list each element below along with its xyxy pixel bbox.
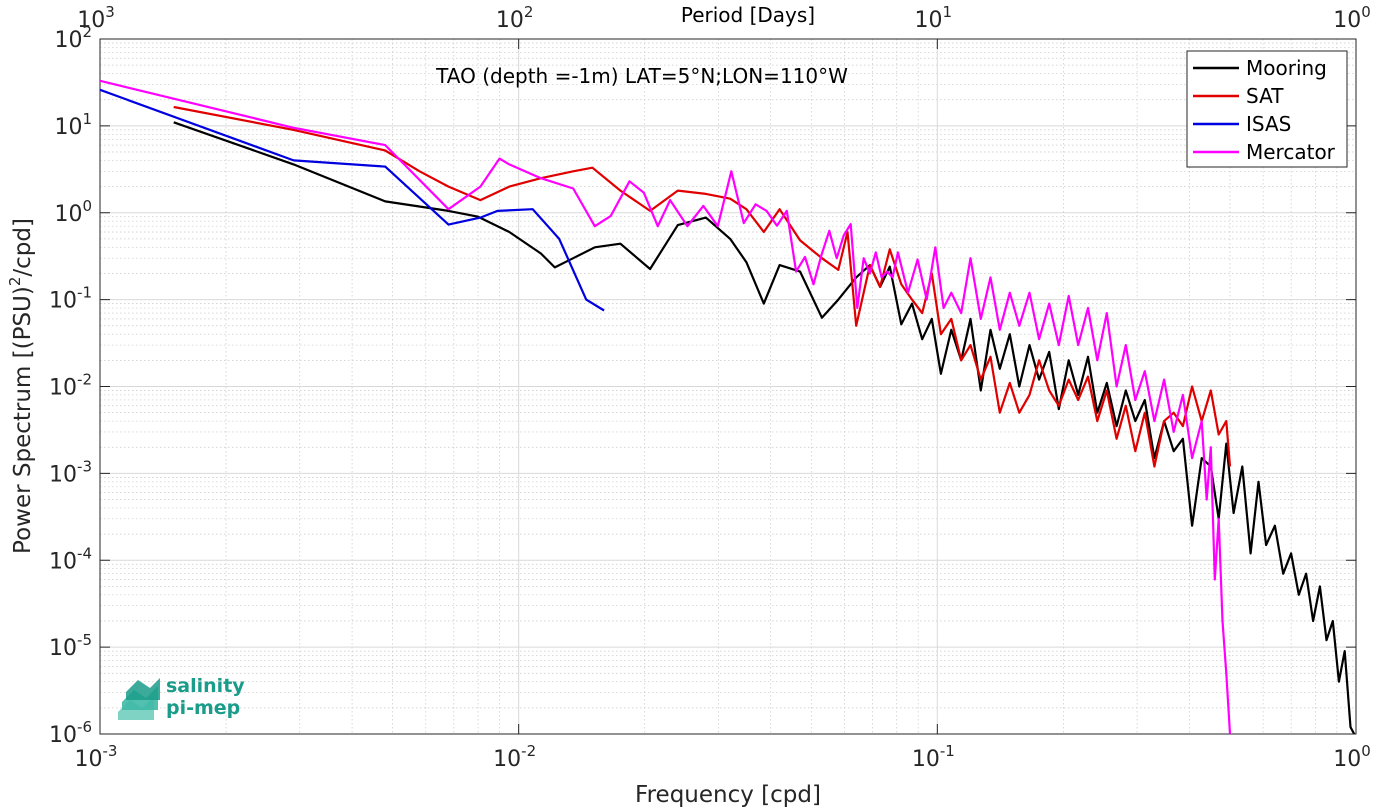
top-tick-label-base: 10 <box>915 8 943 33</box>
y-axis-label-tail: /cpd] <box>10 218 36 277</box>
y-tick-label: 10-6 <box>49 718 92 748</box>
x-tick-label: 10-1 <box>912 742 955 772</box>
x-tick-label-exponent: -3 <box>103 742 118 760</box>
y-tick-label: 10-2 <box>49 371 92 401</box>
y-tick-label-base: 10 <box>49 549 77 574</box>
y-tick-label-exponent: -6 <box>77 718 92 736</box>
y-tick-label: 102 <box>54 23 92 53</box>
top-tick-label-exponent: 0 <box>1361 3 1371 21</box>
series-line-sat <box>173 105 1232 468</box>
y-tick-label: 10-5 <box>49 631 92 661</box>
y-tick-label-base: 10 <box>54 115 82 140</box>
top-tick-label: 103 <box>77 3 115 33</box>
top-axis-ticks: 103 102 101 100 <box>77 3 1371 33</box>
y-tick-label-exponent: -5 <box>77 631 92 649</box>
top-tick-label: 102 <box>496 3 534 33</box>
series-line-isas <box>100 88 605 312</box>
logo-text-salinity: salinity <box>166 675 245 697</box>
top-tick-label-exponent: 1 <box>943 3 953 21</box>
series-line-mooring <box>173 121 1356 734</box>
logo-text-pi-mep: pi-mep <box>166 697 240 719</box>
legend-label-sat: SAT <box>1246 84 1284 108</box>
y-tick-label-base: 10 <box>49 289 77 314</box>
legend-label-mercator: Mercator <box>1246 140 1336 164</box>
legend-label-isas: ISAS <box>1246 112 1291 136</box>
x-axis-label: Frequency [cpd] <box>635 782 821 808</box>
salinity-pi-mep-logo: salinity pi-mep <box>118 675 245 720</box>
x-tick-label-base: 10 <box>75 747 103 772</box>
x-tick-label-base: 10 <box>912 747 940 772</box>
top-tick-label-base: 10 <box>77 8 105 33</box>
y-tick-label: 101 <box>54 110 92 140</box>
grid <box>99 38 1357 735</box>
top-tick-label: 100 <box>1333 3 1371 33</box>
y-axis-label-main: Power Spectrum [(PSU) <box>10 286 36 554</box>
legend-box <box>1186 50 1348 168</box>
y-tick-label-exponent: 1 <box>82 110 92 128</box>
y-tick-label: 10-1 <box>49 284 92 314</box>
y-tick-label: 10-4 <box>49 544 92 574</box>
x-tick-label: 100 <box>1333 742 1371 772</box>
x-tick-label: 10-3 <box>75 742 118 772</box>
x-tick-label-exponent: 0 <box>1361 742 1371 760</box>
logo-wave-dark <box>126 678 160 700</box>
x-tick-label-base: 10 <box>493 747 521 772</box>
y-tick-label-base: 10 <box>49 723 77 748</box>
y-tick-label: 10-3 <box>49 457 92 487</box>
y-axis-label: Power Spectrum [(PSU)2/cpd] <box>6 218 36 554</box>
legend: Mooring SAT ISAS Mercator <box>1186 50 1348 168</box>
y-tick-label-exponent: 0 <box>82 197 92 215</box>
y-tick-label-base: 10 <box>54 28 82 53</box>
x-tick-label: 10-2 <box>493 742 536 772</box>
legend-label-mooring: Mooring <box>1246 56 1327 80</box>
y-tick-label-exponent: 2 <box>82 23 92 41</box>
top-axis-label: Period [Days] <box>681 3 815 27</box>
series-layer <box>100 79 1356 734</box>
top-tick-label: 101 <box>915 3 953 33</box>
top-tick-label-base: 10 <box>1333 8 1361 33</box>
y-tick-label-exponent: -2 <box>77 371 92 389</box>
x-tick-label-exponent: -2 <box>521 742 536 760</box>
y-tick-label-base: 10 <box>49 462 77 487</box>
x-tick-label-exponent: -1 <box>940 742 955 760</box>
top-tick-label-base: 10 <box>496 8 524 33</box>
x-tick-label-base: 10 <box>1333 747 1361 772</box>
y-axis-label-exponent: 2 <box>6 277 24 287</box>
chart-title: TAO (depth =-1m) LAT=5°N;LON=110°W <box>435 64 848 88</box>
y-tick-label-base: 10 <box>49 376 77 401</box>
top-tick-label-exponent: 3 <box>105 3 115 21</box>
y-tick-label: 100 <box>54 197 92 227</box>
y-tick-label-exponent: -4 <box>77 544 92 562</box>
y-tick-label-base: 10 <box>49 636 77 661</box>
y-tick-label-base: 10 <box>54 202 82 227</box>
x-axis-ticks: 10-3 10-2 10-1 100 <box>75 39 1371 772</box>
y-tick-label-exponent: -1 <box>77 284 92 302</box>
series-line-mercator <box>100 79 1232 734</box>
top-tick-label-exponent: 2 <box>524 3 534 21</box>
y-tick-label-exponent: -3 <box>77 457 92 475</box>
